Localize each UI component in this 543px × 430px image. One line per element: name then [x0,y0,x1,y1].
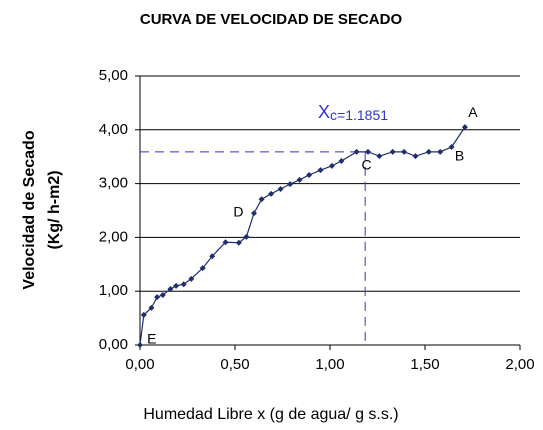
data-point [401,148,408,155]
data-point [338,158,345,165]
data-point [188,275,195,282]
chart-title: CURVA DE VELOCIDAD DE SECADO [140,11,403,28]
data-point [425,148,432,155]
data-point [353,148,360,155]
data-point [251,210,257,217]
data-point [277,185,284,192]
data-point [235,239,242,246]
data-point [209,253,216,260]
data-point [287,181,294,188]
data-point [159,291,166,298]
point-label: A [468,104,478,120]
data-point [296,176,303,183]
critical-label-sub: c=1.1851 [330,107,388,123]
data-point [137,342,143,348]
data-point [199,265,206,272]
data-point [365,148,371,155]
data-point [180,281,187,288]
y-tick-label: 1,00 [99,282,128,299]
data-point [412,153,419,160]
data-point [437,148,444,155]
x-axis-label: Humedad Libre x (g de agua/ g s.s.) [143,406,398,423]
data-point [317,167,324,174]
data-point [154,294,161,301]
data-point [243,233,250,240]
point-label: E [147,331,156,347]
y-axis-label: Velocidad de Secado [21,130,38,289]
series-line [139,126,466,346]
x-tick-label: 1,00 [315,356,344,373]
data-point [258,196,265,203]
data-point [173,282,180,289]
y-tick-label: 2,00 [99,228,128,245]
data-point [376,153,383,160]
critical-label: Xc=1.1851 [318,102,388,123]
point-label: B [455,148,464,164]
data-point [268,190,275,197]
data-point [306,171,313,178]
data-point [140,311,147,318]
y-tick-label: 3,00 [99,175,128,192]
data-point [328,162,335,169]
x-tick-label: 2,00 [505,356,534,373]
data-point [448,144,455,151]
point-label: C [362,157,372,173]
data-point [389,148,396,155]
y-tick-label: 0,00 [99,336,128,353]
y-tick-label: 4,00 [99,121,128,138]
data-point [148,304,155,311]
critical-label-main: X [318,102,330,122]
y-tick-label: 5,00 [99,67,128,84]
data-point [461,124,468,131]
y-axis-label: (Kg/ h-m2) [46,170,63,249]
x-tick-label: 1,50 [410,356,439,373]
data-point [167,286,174,293]
x-tick-label: 0,50 [220,356,249,373]
point-label: D [233,204,243,220]
data-point [222,239,229,246]
x-tick-label: 0,00 [125,356,154,373]
